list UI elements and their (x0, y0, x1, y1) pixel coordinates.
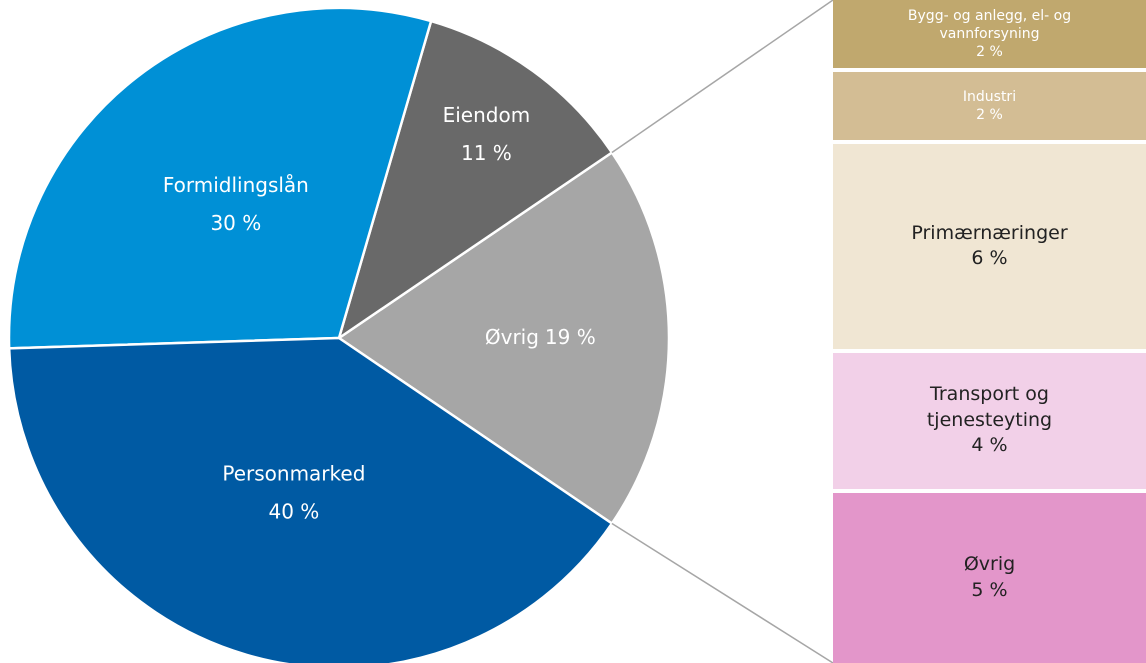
segment-name: Industri (962, 88, 1017, 105)
slice-value: 40 % (268, 499, 319, 523)
bar-segment: Bygg- og anlegg, el- og vannforsyning 2 % (833, 0, 1146, 69)
segment-name: Bygg- og anlegg, el- og vannforsyning (907, 7, 1072, 42)
slice-value: 11 % (461, 141, 512, 165)
bar-segment: Transport og tjenesteyting 4 % (833, 352, 1146, 489)
segment-value: 4 % (971, 434, 1008, 457)
connector (611, 0, 834, 154)
slice-name: Formidlingslån (163, 173, 309, 197)
segment-name: Transport og tjenesteyting (926, 383, 1053, 431)
bar-segment: Øvrig 5 % (833, 492, 1146, 663)
segment-value: 5 % (971, 578, 1008, 601)
pie-slice (336, 150, 671, 526)
slice-label: Personmarked 40 % (222, 461, 365, 523)
slice-name: Personmarked (222, 461, 365, 485)
slice-name: Øvrig (485, 325, 539, 349)
bar-segment: Primærnæringer 6 % (833, 144, 1146, 349)
pie-slice (336, 19, 614, 341)
slice-label: Eiendom 11 % (443, 103, 531, 165)
connector (611, 522, 834, 663)
slice-name: Eiendom (443, 103, 531, 127)
slice-label: Øvrig 19 % (485, 325, 596, 349)
segment-value: 2 % (976, 44, 1003, 61)
segment-value: 6 % (971, 247, 1008, 270)
segment-name: Primærnæringer (911, 221, 1068, 244)
slice-label: Formidlingslån 30 % (163, 173, 309, 235)
bar-segment: Industri 2 % (833, 72, 1146, 141)
segment-name: Øvrig (963, 553, 1016, 576)
pie-slice (7, 6, 433, 350)
slice-value: 19 % (545, 325, 596, 349)
segment-value: 2 % (976, 107, 1003, 124)
pie-slice (7, 336, 614, 663)
slice-value: 30 % (210, 211, 261, 235)
